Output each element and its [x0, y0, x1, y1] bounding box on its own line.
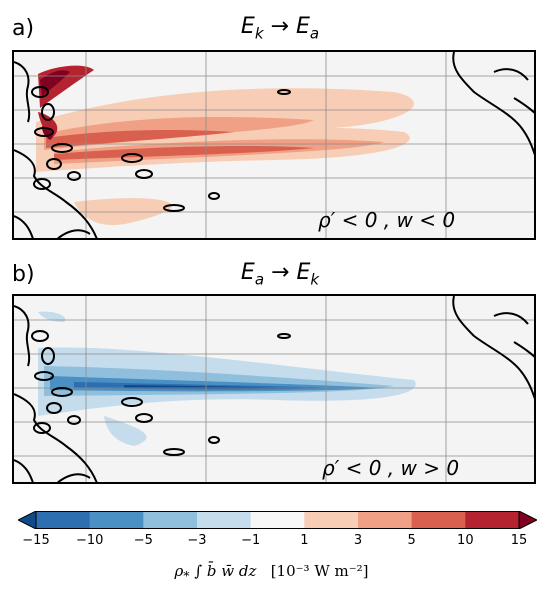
island — [41, 103, 55, 121]
island — [277, 89, 291, 95]
contour-band — [42, 126, 53, 140]
colorbar-label: ρ* ∫ b̄ w̄ dz [10⁻³ W m⁻²] — [174, 562, 369, 583]
island — [34, 127, 54, 137]
island — [121, 397, 143, 407]
panel-a-title: Ek → Ea — [240, 14, 320, 43]
contour-band — [74, 198, 172, 226]
colorbar-tick-label: −10 — [75, 533, 104, 548]
colorbar-frame — [35, 511, 520, 529]
island — [67, 415, 81, 425]
colorbar-tick-label: 1 — [300, 533, 309, 548]
island — [33, 178, 51, 190]
coastline — [14, 305, 31, 367]
colorbar-tick-label: 10 — [457, 533, 474, 548]
panel-b-title: Ea → Ek — [240, 260, 320, 289]
island — [31, 86, 49, 98]
island — [34, 371, 54, 381]
coastline — [14, 149, 98, 238]
coastline — [452, 52, 534, 156]
island — [208, 436, 220, 444]
panel-a-annotation: ρ′ < 0 , w < 0 — [318, 208, 456, 232]
coastline — [452, 296, 534, 400]
panel-a-map-canvas — [14, 52, 534, 238]
colorbar-tick-label: −1 — [241, 533, 261, 548]
island — [277, 333, 291, 339]
colorbar-extend-high — [518, 511, 537, 529]
contour-band — [104, 416, 147, 446]
colorbar-tick-label: −5 — [133, 533, 153, 548]
island — [41, 347, 55, 365]
colorbar-segment — [250, 511, 305, 529]
colorbar — [18, 511, 537, 529]
coastline — [56, 229, 91, 238]
contour-band — [38, 311, 66, 322]
colorbar-segment — [197, 511, 252, 529]
colorbar-segment — [304, 511, 359, 529]
island — [163, 204, 185, 212]
island — [51, 143, 73, 153]
colorbar-tick-label: 5 — [407, 533, 416, 548]
colorbar-segment — [411, 511, 466, 529]
island — [46, 158, 62, 170]
island — [51, 387, 73, 397]
coastline — [14, 61, 31, 123]
island — [67, 171, 81, 181]
colorbar-ticks: −15 −10 −5 −3 −1 1 3 5 10 15 — [0, 533, 543, 553]
panel-b-annotation: ρ′ < 0 , w > 0 — [322, 456, 460, 480]
colorbar-segment — [36, 511, 91, 529]
panel-b-map — [12, 294, 536, 484]
colorbar-segment — [465, 511, 520, 529]
coastline — [513, 97, 534, 114]
coastline — [493, 68, 529, 81]
coastline — [14, 459, 34, 482]
coastline — [493, 312, 529, 325]
colorbar-tick-label: −15 — [22, 533, 50, 548]
island — [31, 330, 49, 342]
coastline — [14, 215, 34, 238]
panel-a-map — [12, 50, 536, 240]
colorbar-tick-label: −3 — [187, 533, 207, 548]
island — [135, 169, 153, 179]
colorbar-tick-label: 3 — [353, 533, 363, 548]
contour-band — [46, 130, 234, 148]
colorbar-extend-low — [18, 511, 37, 529]
panel-a-letter: a) — [12, 16, 35, 41]
coastline — [513, 341, 534, 358]
colorbar-segment — [143, 511, 198, 529]
coastline — [14, 393, 98, 482]
island — [135, 413, 153, 423]
contour-band — [54, 146, 314, 160]
island — [208, 192, 220, 200]
island — [46, 402, 62, 414]
colorbar-segment — [89, 511, 144, 529]
panel-b-map-canvas — [14, 296, 534, 482]
panel-b-letter: b) — [12, 262, 35, 287]
island — [121, 153, 143, 163]
island — [163, 448, 185, 456]
colorbar-segment — [358, 511, 413, 529]
colorbar-tick-label: 15 — [510, 533, 528, 548]
coastline — [56, 473, 91, 482]
island — [33, 422, 51, 434]
